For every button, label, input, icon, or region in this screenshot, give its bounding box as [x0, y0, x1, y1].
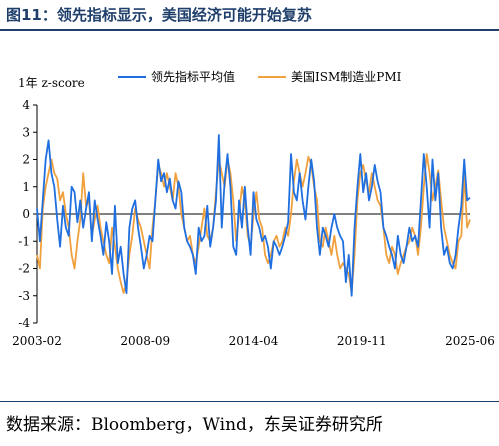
legend-label: 领先指标平均值: [151, 69, 235, 84]
chart-legend: 领先指标平均值 美国ISM制造业PMI: [118, 69, 402, 84]
line-chart: -4 -3 -2 -1 0 1 2 3 4 2003-02 2008-09 2014-04 2019-1…: [12, 69, 495, 348]
series-line: [36, 153, 471, 294]
y-tick-label: -2: [18, 262, 30, 276]
source-rule: [0, 401, 499, 402]
y-tick-label: 0: [22, 207, 30, 221]
x-tick-label: 2025-06: [445, 334, 495, 348]
y-tick-label: -3: [18, 289, 30, 303]
figure-title: 图11：领先指标显示，美国经济可能开始复苏: [6, 6, 312, 24]
x-tick-label: 2019-11: [337, 334, 387, 348]
y-tick-label: 2: [22, 153, 30, 167]
y-tick-label: 3: [22, 125, 30, 139]
x-tick-label: 2008-09: [120, 334, 170, 348]
x-tick-label: 2014-04: [229, 334, 279, 348]
chart-series-layer: [36, 134, 471, 297]
x-tick-label: 2003-02: [12, 334, 62, 348]
legend-label: 美国ISM制造业PMI: [291, 70, 402, 84]
y-tick-label: -4: [18, 316, 30, 330]
series-line: [36, 134, 471, 297]
y-axis-label: 1年 z-score: [18, 76, 85, 90]
chart-axes: -4 -3 -2 -1 0 1 2 3 4 2003-02 2008-09 2014-04 2019-1…: [12, 98, 495, 348]
y-tick-label: 1: [22, 180, 30, 194]
y-tick-label: 4: [22, 98, 30, 112]
y-tick-label: -1: [18, 234, 30, 248]
title-rule: [0, 29, 499, 31]
source-note: 数据来源：Bloomberg，Wind，东吴证券研究所: [6, 415, 383, 435]
